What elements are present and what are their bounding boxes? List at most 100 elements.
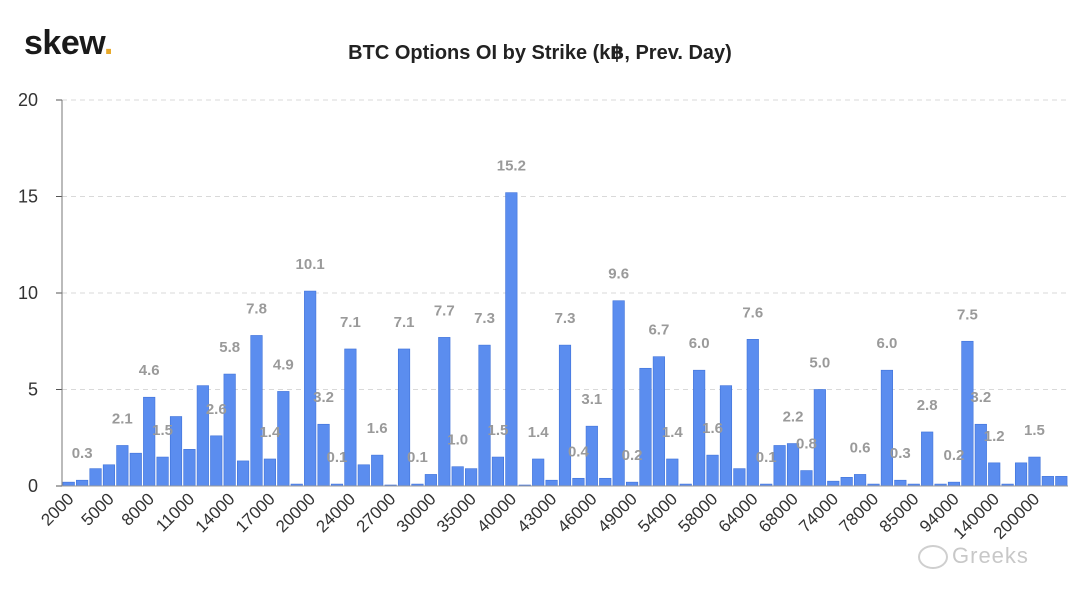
- watermark-text: Greeks: [952, 543, 1029, 568]
- bar: [827, 480, 840, 487]
- x-tick-label: 8000: [118, 489, 158, 529]
- bar: [894, 479, 907, 487]
- watermark: Greeks: [918, 543, 1029, 570]
- bar: [921, 431, 934, 487]
- bar: [156, 456, 169, 487]
- data-label: 0.2: [622, 447, 643, 464]
- x-tick-label: 24000: [312, 489, 359, 536]
- bar: [1055, 476, 1068, 487]
- bar: [854, 474, 867, 487]
- bar: [706, 454, 719, 487]
- x-axis-ticks: 2000 5000 80001100014000170002000024000270…: [37, 489, 1043, 543]
- data-label: 0.1: [407, 449, 428, 466]
- bar: [532, 458, 545, 487]
- x-tick-label: 14000: [192, 489, 239, 536]
- y-axis-ticks: 0 5 10 15 20: [18, 90, 63, 496]
- data-label: 1.5: [1024, 422, 1045, 439]
- data-label: 7.1: [394, 314, 415, 331]
- wechat-icon: [918, 545, 948, 570]
- y-tick-label: 15: [18, 187, 38, 207]
- bar: [143, 396, 156, 487]
- x-tick-label: 49000: [594, 489, 641, 536]
- data-label: 1.0: [447, 432, 468, 449]
- data-label: 1.6: [702, 420, 723, 437]
- data-label: 0.1: [756, 449, 777, 466]
- bar: [840, 477, 853, 487]
- bar: [250, 335, 263, 487]
- logo-text: skew: [24, 24, 104, 62]
- data-label: 6.7: [648, 322, 669, 339]
- bar: [116, 445, 129, 487]
- x-tick-label: 200000: [990, 489, 1044, 543]
- data-label: 3.2: [313, 389, 334, 406]
- data-label: 7.5: [957, 306, 978, 323]
- x-tick-label: 11000: [152, 489, 198, 535]
- bar: [1014, 462, 1028, 487]
- data-label: 7.3: [555, 310, 576, 327]
- bar: [505, 192, 518, 487]
- x-tick-label: 85000: [876, 489, 923, 536]
- logo-dot: .: [103, 24, 113, 62]
- bar: [223, 373, 236, 487]
- data-label: 7.6: [742, 304, 763, 321]
- bar: [625, 481, 639, 487]
- bar: [491, 456, 505, 487]
- data-label: 1.5: [152, 422, 173, 439]
- y-tick-label: 10: [18, 283, 38, 303]
- bar: [1041, 476, 1054, 487]
- bar: [210, 435, 223, 487]
- data-label: 6.0: [689, 335, 710, 352]
- chart-title: BTC Options OI by Strike (k฿, Prev. Day): [348, 42, 732, 64]
- grid-lines: [62, 99, 1068, 390]
- data-label: 2.6: [206, 401, 227, 418]
- bar: [652, 356, 665, 487]
- bar: [237, 460, 250, 487]
- y-tick-label: 5: [28, 380, 38, 400]
- data-label: 1.6: [367, 420, 388, 437]
- data-label: 2.2: [783, 409, 804, 426]
- data-label: 0.8: [796, 436, 817, 453]
- data-label: 0.1: [327, 449, 348, 466]
- y-tick-label: 0: [28, 476, 38, 496]
- data-labels: 0.3 2.1 4.6 1.5 2.6 5.8 7.8 1.4 4.9 10.1 3.2 0.1 7.1…: [72, 158, 1045, 466]
- x-tick-label: 46000: [554, 489, 601, 536]
- bar: [545, 479, 558, 487]
- data-label: 7.8: [246, 300, 267, 317]
- bar: [263, 458, 276, 487]
- skew-logo: skew.: [24, 26, 113, 60]
- x-tick-label: 5000: [78, 489, 118, 529]
- bar: [599, 477, 612, 487]
- bar: [424, 474, 437, 487]
- bar: [1028, 456, 1041, 487]
- bar: [572, 477, 585, 487]
- x-tick-label: 2000: [37, 489, 77, 529]
- bar: [800, 470, 813, 487]
- x-tick-label: 30000: [393, 489, 440, 536]
- bar: [438, 337, 451, 487]
- data-label: 1.4: [662, 424, 684, 441]
- data-label: 1.4: [528, 424, 550, 441]
- bar: [639, 367, 652, 487]
- bar: [89, 468, 102, 487]
- bar: [880, 369, 893, 487]
- data-label: 3.2: [970, 389, 991, 406]
- bar: [988, 462, 1001, 487]
- y-tick-label: 20: [18, 90, 38, 110]
- data-label: 2.1: [112, 410, 133, 427]
- x-tick-label: 58000: [675, 489, 722, 536]
- x-tick-label: 74000: [795, 489, 842, 536]
- bar: [357, 464, 370, 487]
- data-label: 9.6: [608, 266, 629, 283]
- data-label: 2.8: [917, 397, 938, 414]
- bar: [102, 464, 116, 487]
- bar: [129, 452, 142, 487]
- data-label: 4.9: [273, 356, 294, 373]
- data-label: 4.6: [139, 362, 160, 379]
- data-label: 0.4: [568, 443, 590, 460]
- x-tick-label: 43000: [514, 489, 561, 536]
- x-tick-label: 35000: [433, 489, 480, 536]
- data-label: 10.1: [296, 256, 325, 273]
- bars: [62, 192, 1068, 487]
- data-label: 5.0: [809, 355, 830, 372]
